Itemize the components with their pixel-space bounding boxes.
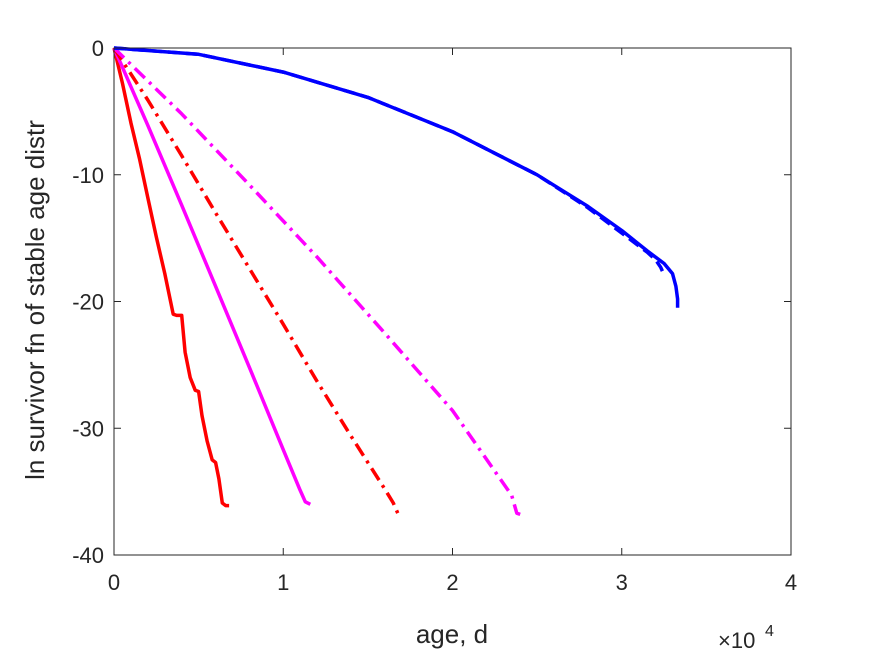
plot-area	[114, 48, 791, 555]
x-tick-label: 1	[277, 570, 289, 595]
x-multiplier-label: ×10 4	[718, 623, 774, 653]
y-axis-label: ln survivor fn of stable age distr	[20, 120, 50, 480]
y-tick-label: -10	[72, 163, 104, 188]
x-tick-label: 3	[616, 570, 628, 595]
x-multiplier-exponent: 4	[765, 623, 774, 640]
series-line-4	[112, 46, 521, 517]
y-tick-label: -40	[72, 543, 104, 568]
x-axis-label: age, d	[416, 619, 488, 649]
series-line-1	[112, 47, 230, 508]
y-tick-label: 0	[92, 36, 104, 61]
y-tick-label: -30	[72, 416, 104, 441]
series-line-6	[113, 46, 680, 308]
series-line-3	[112, 47, 400, 516]
tick-label-layer: 0 1 2 3 4 0 -10 -20 -30 -40	[72, 36, 797, 595]
series-layer	[112, 46, 680, 517]
series-line-2	[112, 47, 312, 506]
x-tick-label: 0	[108, 570, 120, 595]
x-multiplier-base: ×10	[718, 628, 755, 653]
y-tick-label: -20	[72, 290, 104, 315]
tick-layer	[113, 47, 792, 556]
x-tick-label: 2	[446, 570, 458, 595]
x-tick-label: 4	[785, 570, 797, 595]
